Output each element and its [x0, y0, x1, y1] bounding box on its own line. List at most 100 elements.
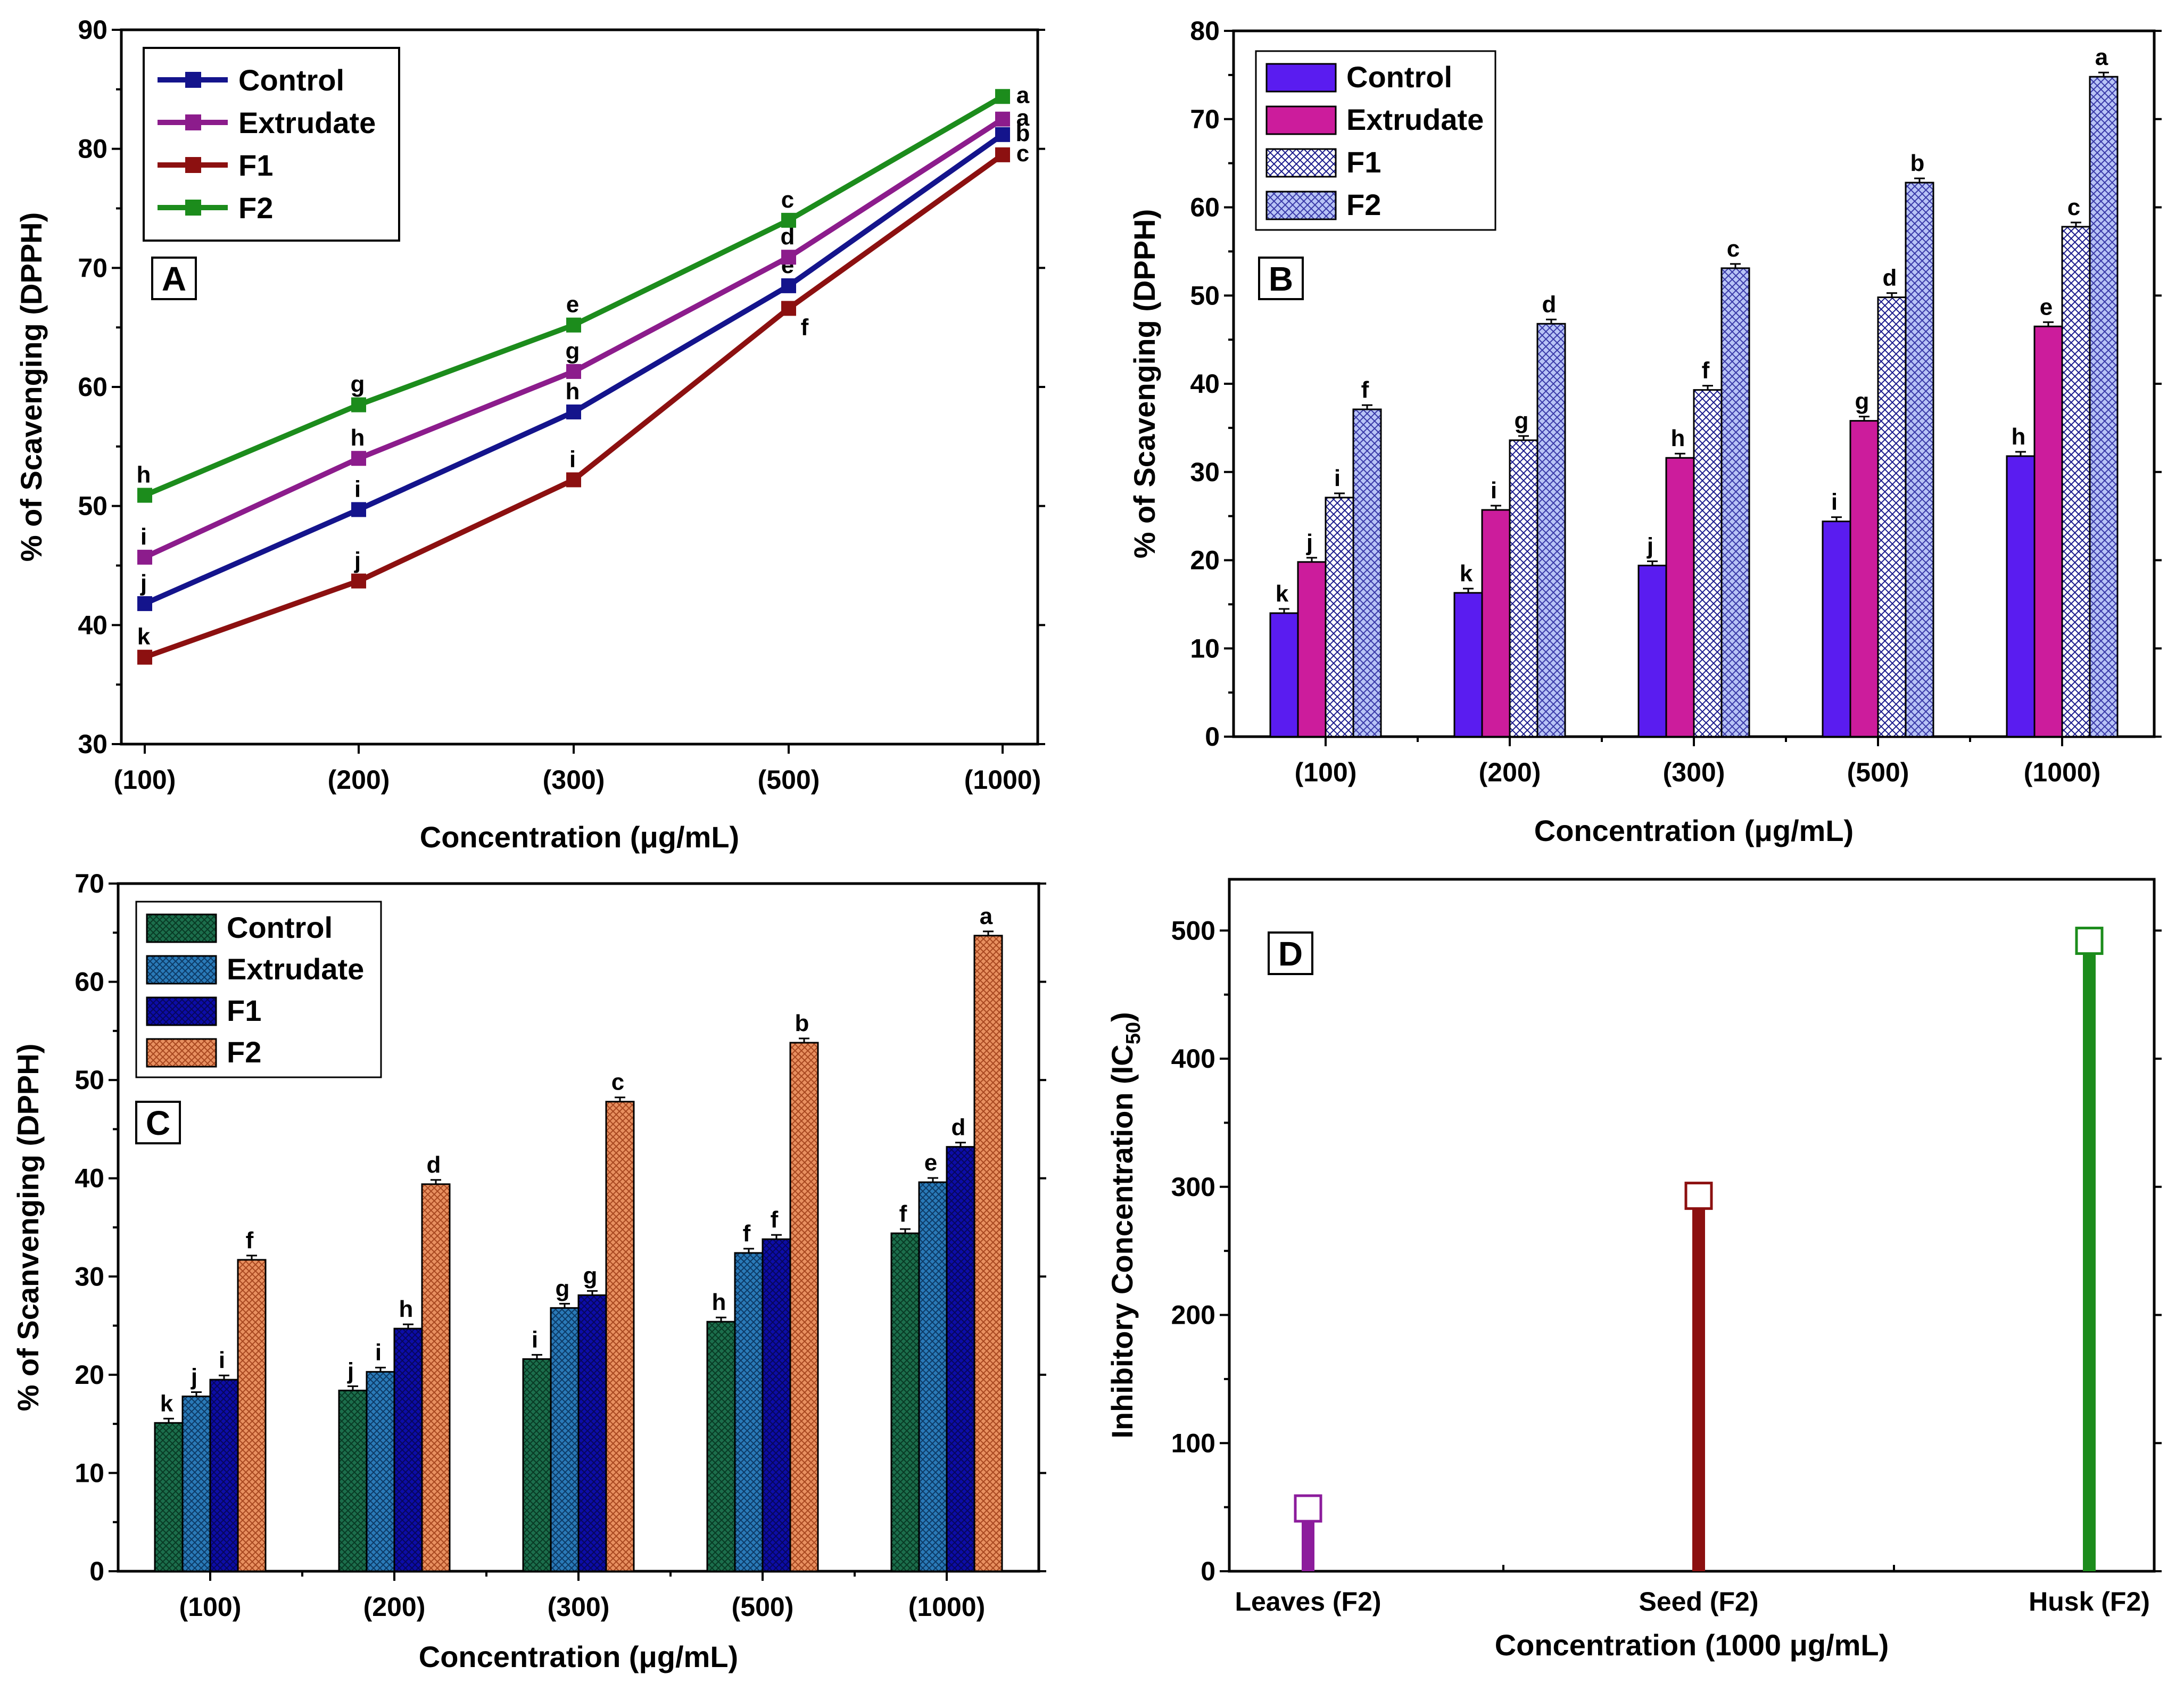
y-axis-label-close: ): [1105, 1012, 1139, 1022]
significance-letter: h: [399, 1296, 413, 1322]
bar: [1720, 267, 1750, 738]
y-tick-label: 40: [1190, 369, 1220, 399]
legend-swatch: [146, 1038, 217, 1068]
x-tick-label: (200): [363, 1592, 426, 1622]
legend-label: Control: [1346, 60, 1452, 94]
y-tick-label: 30: [75, 1261, 104, 1291]
y-tick-label: 0: [1201, 1556, 1215, 1586]
data-point-marker: [781, 278, 796, 293]
bar: [2089, 76, 2119, 738]
bar: [577, 1294, 607, 1572]
significance-letter: j: [354, 548, 361, 574]
bar: [918, 1181, 948, 1572]
y-tick-label: 30: [78, 729, 107, 759]
significance-letter: e: [566, 292, 579, 318]
x-axis-label: Concentration (μg/mL): [420, 820, 739, 854]
significance-letter: d: [781, 224, 795, 250]
data-point-marker: [137, 596, 152, 612]
bar: [366, 1371, 395, 1572]
significance-letter: g: [556, 1275, 570, 1301]
legend-label: Extrudate: [1346, 103, 1484, 136]
significance-letter: b: [795, 1010, 809, 1036]
y-tick-label: 500: [1171, 915, 1215, 945]
y-tick-label: 90: [78, 15, 107, 45]
legend-label: Extrudate: [227, 952, 364, 986]
legend-label: F1: [1346, 145, 1381, 179]
y-tick-label: 200: [1171, 1300, 1215, 1330]
legend-swatch: [146, 955, 217, 985]
significance-letter: i: [1831, 489, 1838, 515]
bar: [1877, 296, 1907, 738]
legend-label: Control: [238, 63, 344, 97]
data-point-marker: [995, 127, 1010, 142]
significance-letter: j: [347, 1358, 354, 1384]
bar: [154, 1422, 184, 1572]
bar: [1297, 561, 1327, 738]
bar: [1352, 408, 1382, 738]
legend-label: F2: [1346, 188, 1381, 221]
bar: [338, 1389, 368, 1572]
x-tick-label: (1000): [2024, 757, 2101, 787]
significance-letter: k: [160, 1390, 173, 1416]
significance-letter: h: [566, 378, 580, 405]
y-tick-label: 40: [75, 1164, 104, 1193]
bar: [1453, 592, 1483, 738]
bar: [1325, 497, 1354, 738]
y-axis-label: % of Scavenging (DPPH): [1128, 209, 1161, 559]
significance-letter: g: [1855, 389, 1869, 415]
x-tick-label: (100): [114, 765, 176, 795]
y-tick-label: 60: [1190, 193, 1220, 222]
significance-letter: g: [566, 338, 580, 364]
bar: [209, 1379, 239, 1572]
ic50-marker: [1294, 1494, 1322, 1523]
bar: [1509, 439, 1538, 738]
y-tick-label: 80: [1190, 16, 1220, 46]
x-tick-label: (200): [328, 765, 390, 795]
data-point-marker: [566, 364, 581, 379]
significance-letter: g: [583, 1263, 598, 1289]
data-point-marker: [137, 649, 152, 665]
legend-marker: [185, 72, 201, 88]
x-tick-label: (200): [1479, 757, 1541, 787]
bar: [946, 1146, 975, 1572]
data-point-marker: [351, 451, 366, 466]
y-tick-label: 0: [1205, 722, 1220, 752]
x-tick-label: (500): [732, 1592, 794, 1622]
significance-letter: e: [924, 1150, 937, 1176]
bar: [1269, 612, 1299, 738]
y-tick-label: 20: [75, 1360, 104, 1390]
data-point-marker: [351, 573, 366, 589]
legend-swatch: [1265, 63, 1337, 93]
significance-letter: a: [2095, 44, 2108, 70]
significance-letter: h: [1671, 425, 1685, 451]
significance-letter: d: [1542, 291, 1557, 317]
legend-label: F2: [238, 191, 273, 225]
significance-letter: a: [1016, 105, 1030, 131]
legend-swatch: [1265, 191, 1337, 220]
significance-letter: c: [2067, 194, 2080, 220]
x-tick-label: (300): [548, 1592, 610, 1622]
data-point-marker: [995, 111, 1010, 127]
bar: [421, 1183, 451, 1572]
panel-label: C: [146, 1104, 170, 1142]
significance-letter: j: [140, 570, 147, 596]
y-tick-label: 80: [78, 134, 107, 164]
significance-letter: i: [1491, 477, 1497, 504]
y-tick-label: 40: [78, 610, 107, 640]
legend-marker: [185, 157, 201, 173]
x-axis-label: Concentration (μg/mL): [1534, 814, 1854, 847]
significance-letter: i: [140, 524, 147, 550]
significance-letter: i: [375, 1339, 382, 1365]
x-tick-label: Seed (F2): [1639, 1587, 1758, 1616]
data-point-marker: [781, 250, 796, 265]
panel-label-box: [151, 257, 197, 300]
significance-letter: a: [1016, 82, 1030, 108]
significance-letter: i: [1334, 465, 1341, 491]
x-tick-label: (1000): [964, 765, 1041, 795]
y-tick-label: 50: [75, 1065, 104, 1095]
panel-b-bar-chart: 0 10 20 30 40 50 60 70 80 (100) (200) (300) (500) (10…: [1128, 16, 2162, 847]
panel-label-box: [135, 1101, 181, 1144]
legend-label: F2: [227, 1035, 261, 1069]
bar: [1481, 509, 1511, 738]
significance-letter: g: [1515, 408, 1529, 434]
